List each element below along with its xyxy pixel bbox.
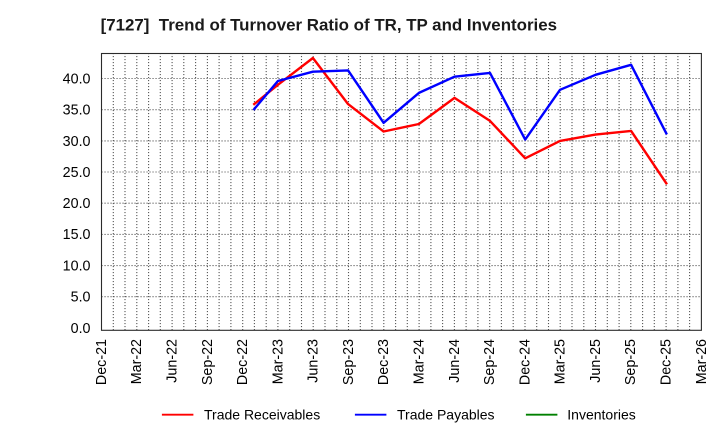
svg-text:5.0: 5.0	[71, 290, 91, 306]
svg-text:Mar-22: Mar-22	[129, 339, 145, 384]
svg-text:Jun-22: Jun-22	[165, 339, 181, 383]
svg-text:Dec-22: Dec-22	[235, 339, 251, 385]
svg-text:40.0: 40.0	[63, 71, 91, 87]
svg-text:Mar-25: Mar-25	[553, 339, 569, 384]
svg-text:Dec-25: Dec-25	[659, 339, 675, 385]
svg-text:20.0: 20.0	[63, 196, 91, 212]
svg-text:Inventories: Inventories	[567, 407, 635, 423]
svg-text:Jun-24: Jun-24	[447, 339, 463, 383]
svg-text:Jun-25: Jun-25	[588, 339, 604, 383]
svg-text:Sep-25: Sep-25	[623, 339, 639, 385]
svg-text:Jun-23: Jun-23	[306, 339, 322, 383]
svg-text:Trade Receivables: Trade Receivables	[204, 407, 320, 423]
svg-text:0.0: 0.0	[71, 321, 91, 337]
svg-text:Mar-24: Mar-24	[412, 339, 428, 384]
svg-text:Sep-23: Sep-23	[341, 339, 357, 385]
svg-text:15.0: 15.0	[63, 227, 91, 243]
svg-text:Mar-26: Mar-26	[694, 339, 710, 384]
svg-text:35.0: 35.0	[63, 103, 91, 119]
svg-text:Dec-21: Dec-21	[94, 339, 110, 385]
svg-text:Trade Payables: Trade Payables	[397, 407, 495, 423]
svg-text:30.0: 30.0	[63, 134, 91, 150]
svg-text:10.0: 10.0	[63, 259, 91, 275]
svg-text:Sep-24: Sep-24	[482, 339, 498, 385]
svg-text:Sep-22: Sep-22	[200, 339, 216, 385]
svg-text:Dec-24: Dec-24	[517, 339, 533, 385]
svg-text:Mar-23: Mar-23	[270, 339, 286, 384]
svg-text:[7127] Trend of Turnover Rati: [7127] Trend of Turnover Ratio of TR, TP…	[101, 16, 557, 35]
svg-text:Dec-23: Dec-23	[376, 339, 392, 385]
svg-text:25.0: 25.0	[63, 165, 91, 181]
